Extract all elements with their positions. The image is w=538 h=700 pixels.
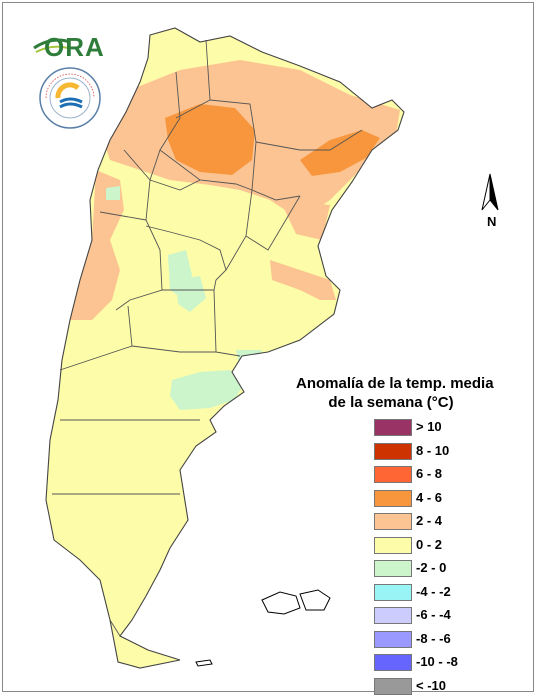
legend-title: Anomalía de la temp. media de la semana … [296,374,494,412]
legend-swatch [374,442,412,460]
zone-cool-patagonia-north [170,370,244,410]
province-borders [52,39,363,637]
legend-swatch [374,677,412,695]
malvinas-islands [261,589,331,615]
ora-logo: ORA [32,28,106,64]
legend-label: -8 - -6 [416,630,451,646]
legend-swatch [374,607,412,624]
legend-label: 0 - 2 [416,536,443,552]
north-arrow-icon [481,173,499,211]
legend-title-line2: de la semana (°C) [328,394,454,411]
argentina-outline [45,27,405,669]
legend-label: 4 - 6 [416,489,443,505]
legend-label: -4 - -2 [416,583,451,599]
legend-swatch [374,654,412,671]
legend-label: 6 - 8 [416,466,443,481]
legend-swatch [374,630,412,648]
legend-swatch [374,419,412,436]
zone-hot-chaco [165,104,255,175]
legend-label: -10 - -8 [416,654,458,669]
north-arrow: N [478,170,514,232]
legend-swatch [374,466,412,483]
zone-cool-pampa [176,276,206,312]
legend-label: > 10 [416,419,442,434]
zone-cool-northwest-spot [106,186,120,200]
legend-swatch [374,536,412,554]
isla-de-los-estados [195,659,213,667]
legend-label: 2 - 4 [416,513,443,528]
legend-swatch [374,583,412,601]
zone-warm-buenos-aires [270,260,336,300]
zone-warm-northwest-strip [70,170,124,320]
zone-warm-east [280,200,330,240]
legend-title-line1: Anomalía de la temp. media [296,375,494,392]
north-label: N [487,214,497,229]
legend-label: -2 - 0 [416,560,447,575]
map-frame [2,2,534,692]
legend-swatch [374,489,412,507]
ora-logo-text: ORA [44,32,105,62]
legend-label: < -10 [416,677,446,693]
legend-swatch [374,513,412,530]
legend-swatch [374,560,412,577]
legend-label: 8 - 10 [416,442,450,458]
smn-seal-logo [38,66,102,130]
legend-label: -6 - -4 [416,607,451,622]
zone-hot-misiones [300,130,380,176]
